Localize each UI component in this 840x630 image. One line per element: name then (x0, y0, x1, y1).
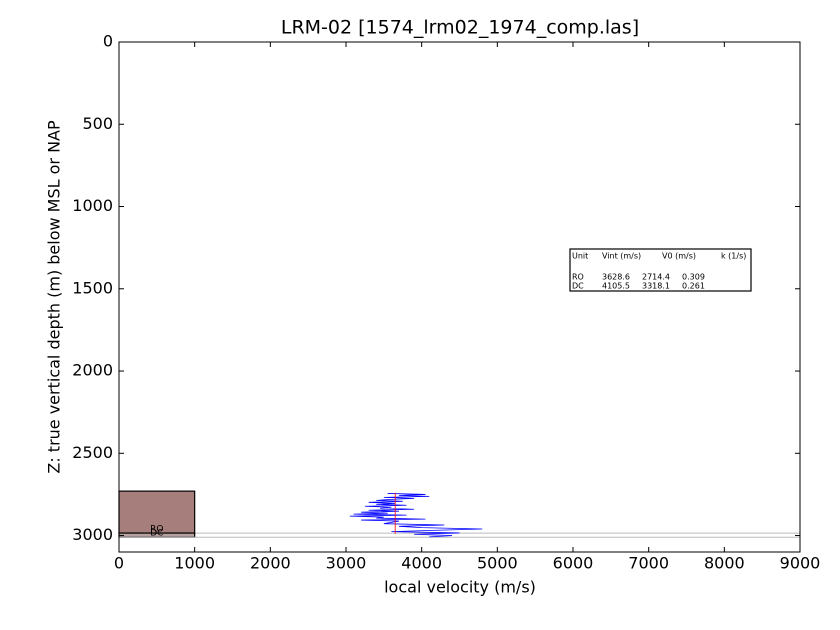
table-cell: 3628.6 (602, 273, 630, 282)
table-cell: DC (572, 282, 584, 291)
x-tick-label: 4000 (401, 554, 442, 573)
unit-label: RO (150, 525, 163, 535)
unit-label: DC (150, 529, 163, 539)
x-tick-label: 2000 (250, 554, 291, 573)
table-cell: 3318.1 (642, 282, 670, 291)
x-axis-label: local velocity (m/s) (384, 578, 536, 597)
x-tick-label: 6000 (553, 554, 594, 573)
table-header: Unit (572, 252, 588, 261)
table-header: V0 (m/s) (662, 252, 696, 261)
table-cell: RO (572, 273, 584, 282)
unit-box (118, 490, 196, 534)
table-header: Vint (m/s) (602, 252, 641, 261)
table-cell: 0.261 (682, 282, 705, 291)
y-tick-label: 1000 (72, 196, 113, 215)
x-tick-label: 7000 (628, 554, 669, 573)
plot-frame (118, 41, 801, 553)
x-tick-label: 0 (114, 554, 124, 573)
y-axis-label: Z: true vertical depth (m) below MSL or … (45, 120, 64, 474)
table-cell: 0.309 (682, 273, 705, 282)
x-tick-label: 1000 (174, 554, 215, 573)
y-tick-label: 0 (103, 32, 113, 51)
y-tick-label: 2000 (72, 361, 113, 380)
chart-title: LRM-02 [1574_lrm02_1974_comp.las] (281, 17, 639, 39)
table-cell: 2714.4 (642, 273, 670, 282)
y-tick-label: 1500 (72, 278, 113, 297)
table-cell: 4105.5 (602, 282, 630, 291)
y-tick-label: 2500 (72, 443, 113, 462)
x-tick-label: 8000 (704, 554, 745, 573)
velocity-line (349, 493, 483, 538)
y-tick-label: 500 (82, 114, 113, 133)
table-box (569, 248, 752, 292)
x-tick-label: 9000 (780, 554, 821, 573)
x-tick-label: 5000 (477, 554, 518, 573)
table-header: k (1/s) (721, 252, 746, 261)
x-tick-label: 3000 (326, 554, 367, 573)
y-tick-label: 3000 (72, 525, 113, 544)
